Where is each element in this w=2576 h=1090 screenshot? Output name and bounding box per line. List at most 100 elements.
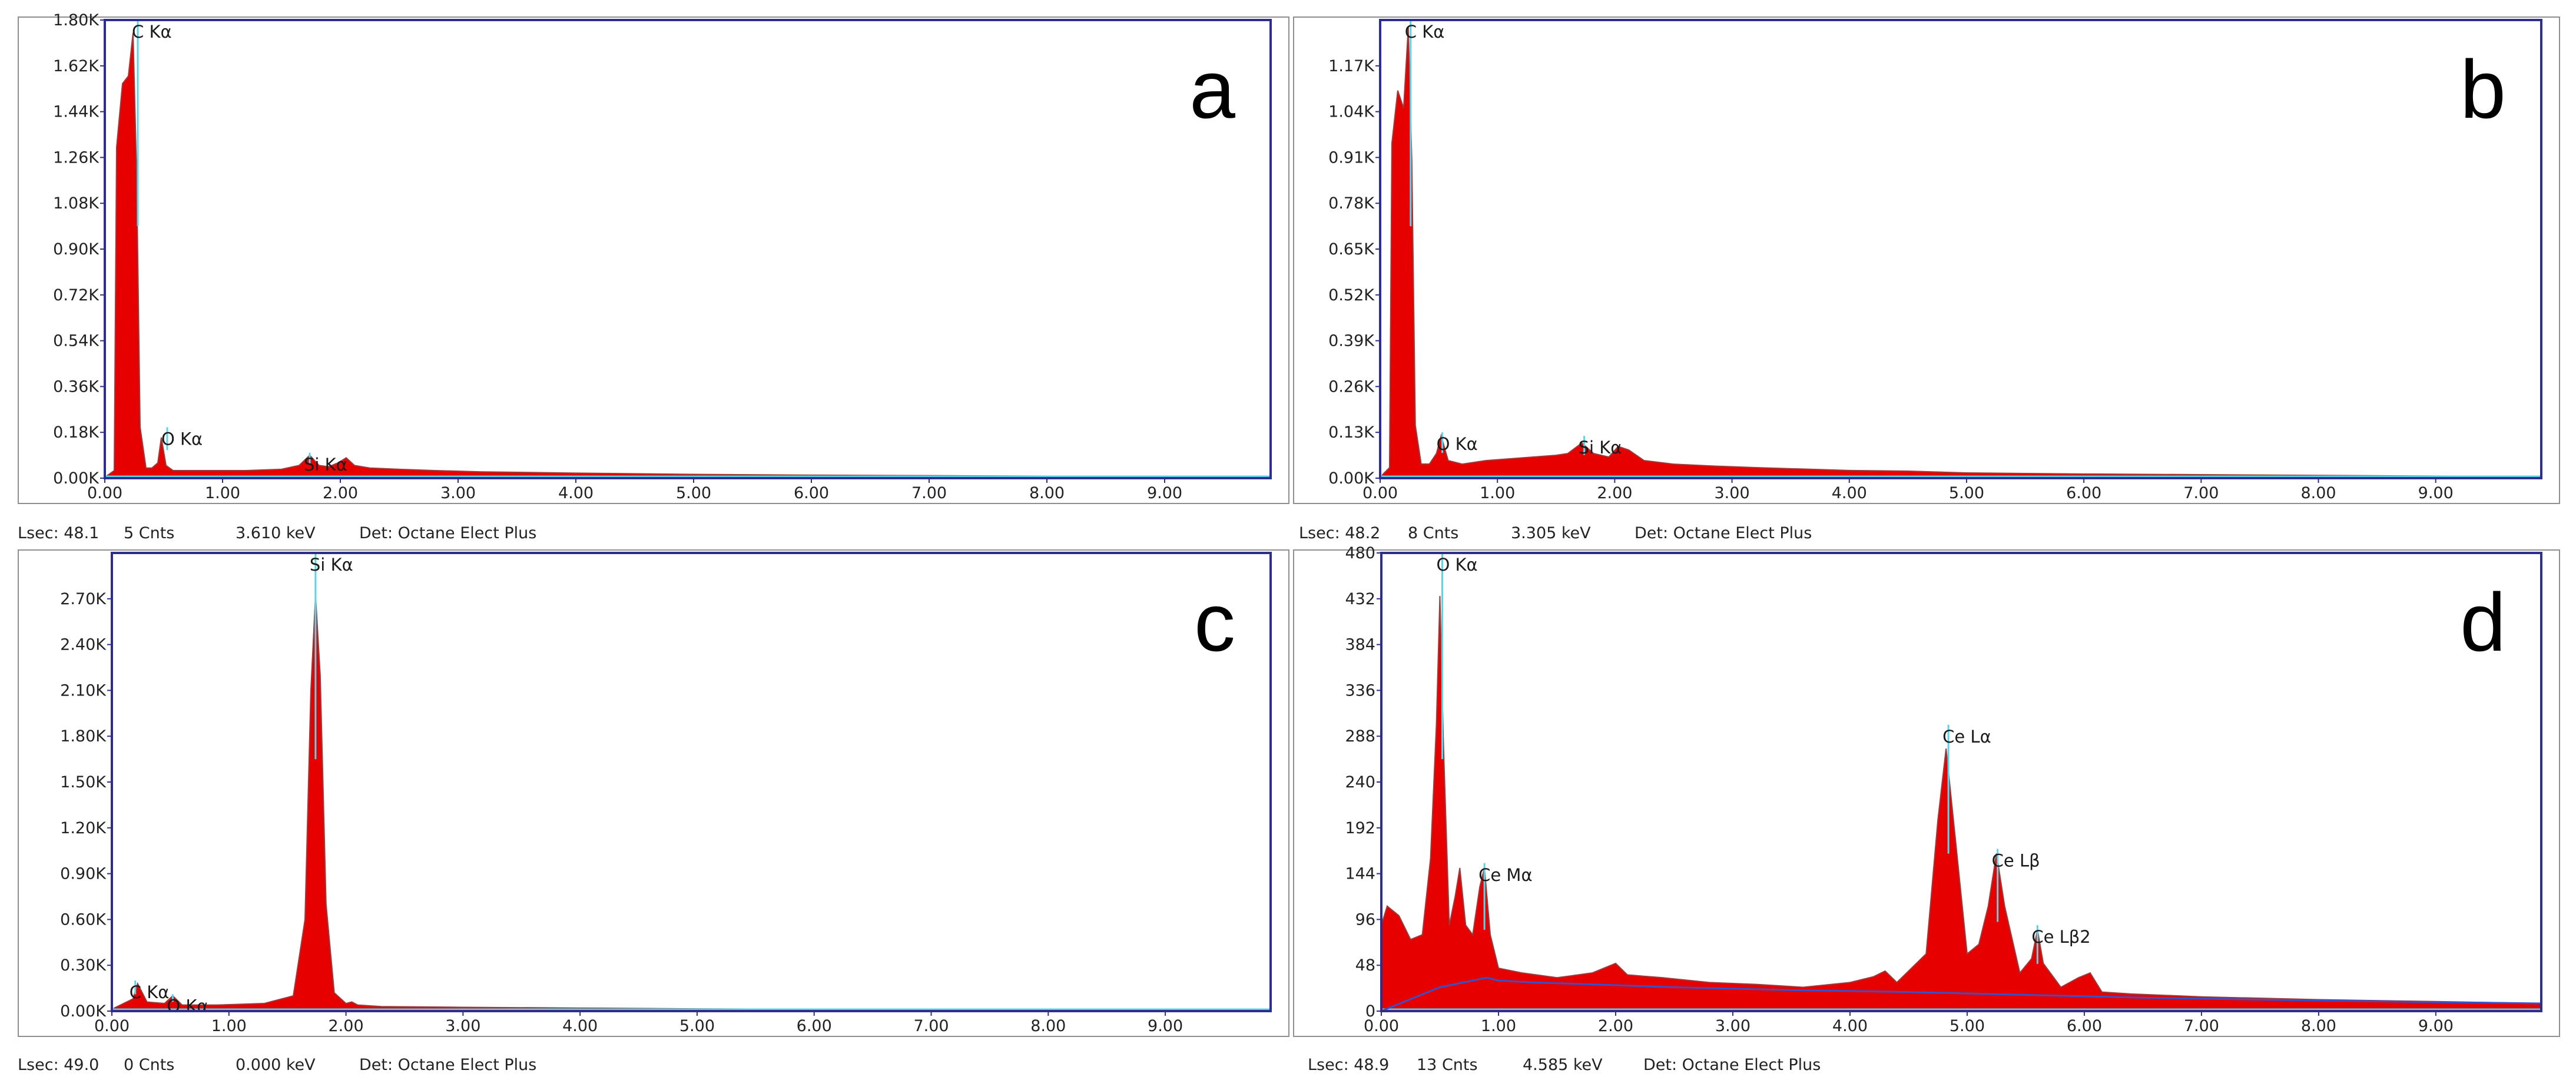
panel-letter: d [2460, 576, 2506, 668]
x-tick-label: 3.00 [445, 1017, 480, 1035]
x-tick-label: 6.00 [2067, 1017, 2102, 1035]
peak-label: Ce Lβ [1992, 850, 2040, 870]
outer-frame [18, 549, 1289, 1037]
x-tick-label: 7.00 [2183, 484, 2219, 502]
y-tick-label: 0.65K [1328, 240, 1375, 259]
y-tick-label: 96 [1355, 910, 1375, 929]
spectrum-area [1381, 595, 2542, 1012]
y-tick-label: 0.18K [53, 423, 100, 442]
y-tick-label: 2.10K [60, 681, 107, 700]
peak-label: Ce Mα [1478, 865, 1532, 885]
y-tick-label: 1.17K [1328, 57, 1375, 75]
detector-readout: Det: Octane Elect Plus [1643, 1056, 1821, 1074]
x-tick-label: 8.00 [2301, 1017, 2336, 1035]
x-tick-label: 3.00 [440, 484, 476, 502]
y-tick-label: 2.40K [60, 636, 107, 654]
y-tick-label: 336 [1345, 681, 1375, 700]
spectrum-panel-b: C Kα O Kα Si Kα 0.00K 0.13K 0.26K 0.39K 0.52K 0.… [1293, 16, 2560, 548]
counts-readout: 8 Cnts [1408, 524, 1459, 542]
y-tick-label: 0.00K [60, 1002, 107, 1021]
x-tick-label: 5.00 [1949, 484, 1984, 502]
x-tick-label: 1.00 [1481, 1017, 1516, 1035]
y-tick-label: 48 [1355, 956, 1375, 975]
peak-label: Ce Lα [1942, 727, 1991, 747]
y-tick-label: 0.30K [60, 956, 107, 975]
x-tick-label: 7.00 [2184, 1017, 2219, 1035]
x-tick-label: 9.00 [2418, 1017, 2454, 1035]
x-tick-label: 8.00 [1030, 1017, 1066, 1035]
y-tick-label: 0.39K [1328, 332, 1375, 350]
lsec-readout: Lsec: 48.9 [1308, 1056, 1390, 1074]
outer-frame [18, 16, 1289, 504]
spectrum-area [113, 595, 1271, 1012]
detector-readout: Det: Octane Elect Plus [359, 1056, 537, 1074]
x-tick-label: 4.00 [1832, 1017, 1868, 1035]
panel-letter: a [1189, 43, 1235, 135]
energy-readout: 3.610 keV [236, 524, 316, 542]
energy-readout: 4.585 keV [1523, 1056, 1603, 1074]
lsec-readout: Lsec: 49.0 [18, 1056, 100, 1074]
background-fit-line [1381, 976, 2542, 1012]
spectrum-chart-c: C KαO Kα Si Kα 0.00K 0.30K 0.60K 0.90K 1.20K 1.… [18, 549, 1289, 1037]
plot-frame [1379, 19, 2542, 479]
x-tick-label: 4.00 [562, 1017, 598, 1035]
y-tick-label: 1.08K [53, 194, 100, 213]
y-tick-label: 2.70K [60, 590, 107, 608]
detector-readout: Det: Octane Elect Plus [1635, 524, 1812, 542]
y-tick-label: 0 [1365, 1002, 1375, 1021]
y-tick-label: 384 [1345, 636, 1375, 654]
spectrum-panel-d: O Kα Ce Mα Ce Lα Ce Lβ Ce Lβ2 0 48 96 144 192 240 2… [1293, 544, 2560, 1081]
counts-readout: 0 Cnts [124, 1056, 175, 1074]
y-tick-label: 480 [1345, 544, 1375, 562]
x-tick-label: 1.00 [1480, 484, 1515, 502]
y-tick-label: 1.80K [53, 11, 100, 29]
panel-letter: c [1194, 576, 1235, 668]
x-tick-label: 1.00 [205, 484, 240, 502]
y-tick-label: 1.20K [60, 819, 107, 837]
spectrum-chart-a: C Kα O Kα Si Kα 0.00K 0.18K 0.36K 0.54K 0.72K 0.… [18, 11, 1289, 504]
peak-label: C Kα [132, 22, 172, 42]
spectrum-panel-a: C Kα O Kα Si Kα 0.00K 0.18K 0.36K 0.54K 0.72K 0.… [18, 11, 1289, 548]
plot-frame [111, 552, 1272, 1012]
y-tick-label: 1.26K [53, 148, 100, 167]
peak-label: O Kα [161, 429, 203, 449]
spectrum-chart-d: O Kα Ce Mα Ce Lα Ce Lβ Ce Lβ2 0 48 96 144 192 240 2… [1293, 544, 2560, 1037]
y-tick-label: 1.04K [1328, 103, 1375, 121]
y-tick-label: 0.54K [53, 332, 100, 350]
x-tick-label: 7.00 [913, 1017, 949, 1035]
peak-label: Si Kα [1579, 438, 1622, 458]
x-tick-label: 3.00 [1715, 484, 1750, 502]
x-tick-label: 8.00 [2300, 484, 2336, 502]
energy-readout: 3.305 keV [1511, 524, 1591, 542]
peak-label: O Kα [1436, 555, 1477, 575]
counts-readout: 13 Cnts [1417, 1056, 1478, 1074]
x-tick-label: 0.00 [87, 484, 122, 502]
lsec-readout: Lsec: 48.2 [1299, 524, 1381, 542]
x-tick-label: 5.00 [676, 484, 711, 502]
y-tick-label: 0.13K [1328, 423, 1375, 442]
y-tick-label: 1.62K [53, 57, 100, 75]
x-tick-label: 0.00 [94, 1017, 130, 1035]
y-tick-label: 0.72K [53, 286, 100, 304]
x-tick-label: 3.00 [1715, 1017, 1751, 1035]
y-tick-label: 144 [1345, 865, 1375, 883]
outer-frame [1293, 549, 2560, 1037]
y-tick-label: 0.52K [1328, 286, 1375, 304]
x-tick-label: 2.00 [1598, 1017, 1633, 1035]
x-tick-label: 7.00 [911, 484, 947, 502]
peak-label: C Kα [130, 982, 170, 1002]
y-tick-label: 1.44K [53, 103, 100, 121]
peak-label: O Kα [167, 996, 208, 1016]
peak-label: C Kα [1405, 22, 1445, 42]
panel-letter: b [2460, 43, 2506, 135]
y-tick-label: 0.36K [53, 377, 100, 396]
y-tick-label: 0.78K [1328, 194, 1375, 213]
y-tick-label: 1.50K [60, 773, 107, 791]
spectrum-chart-b: C Kα O Kα Si Kα 0.00K 0.13K 0.26K 0.39K 0.52K 0.… [1293, 16, 2560, 504]
x-tick-label: 4.00 [1832, 484, 1867, 502]
y-tick-label: 0.91K [1328, 148, 1375, 167]
x-tick-label: 8.00 [1029, 484, 1065, 502]
lsec-readout: Lsec: 48.1 [18, 524, 100, 542]
y-tick-label: 192 [1345, 819, 1375, 837]
x-tick-label: 5.00 [679, 1017, 715, 1035]
